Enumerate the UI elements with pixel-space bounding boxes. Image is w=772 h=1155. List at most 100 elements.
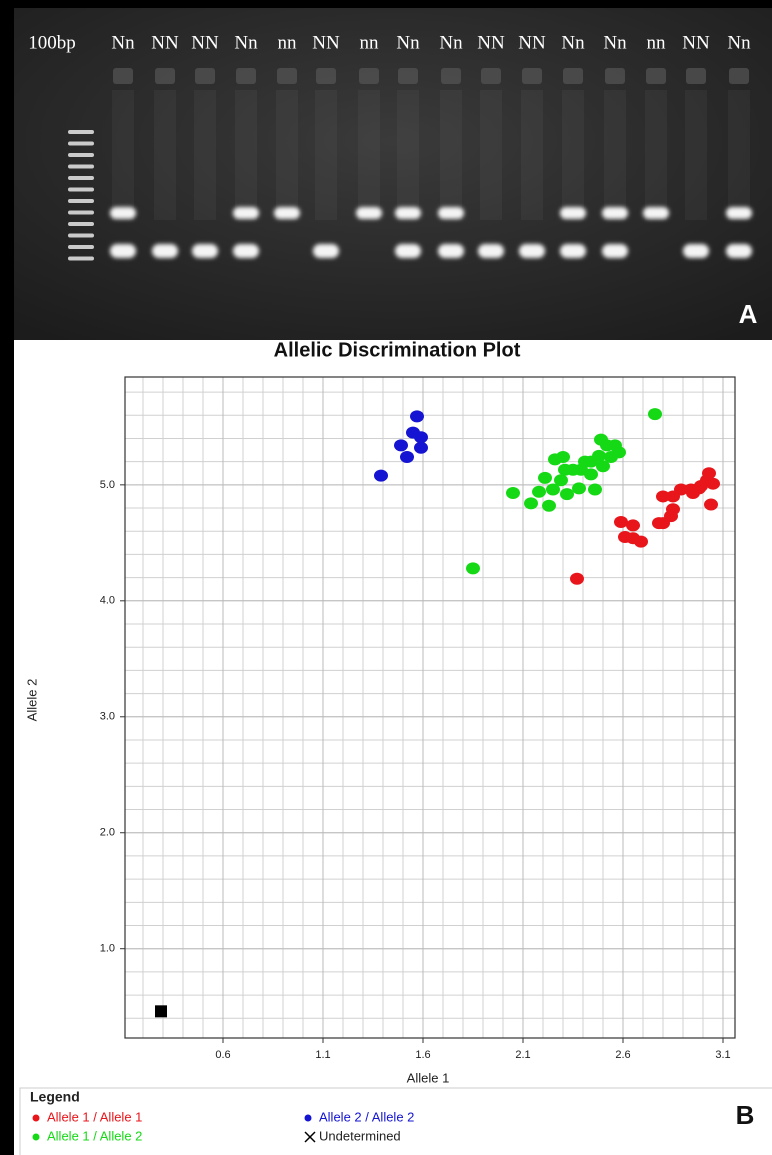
y-tick-label: 2.0: [100, 827, 115, 839]
ladder-band: [68, 211, 94, 215]
point: [614, 516, 628, 528]
point: [556, 451, 570, 463]
point: [466, 562, 480, 574]
point: [584, 456, 598, 468]
lane-label: Nn: [603, 32, 627, 53]
point: [414, 442, 428, 454]
well: [605, 68, 625, 84]
lane-label: Nn: [727, 32, 751, 53]
legend-title: Legend: [30, 1089, 80, 1105]
well: [686, 68, 706, 84]
point: [686, 487, 700, 499]
point: [594, 434, 608, 446]
x-tick-label: 0.6: [215, 1049, 230, 1061]
point: [524, 497, 538, 509]
y-tick-label: 4.0: [100, 595, 115, 607]
lower-band: [602, 244, 628, 258]
smear: [276, 90, 298, 220]
lower-band: [192, 244, 218, 258]
ladder-band: [68, 153, 94, 157]
well: [113, 68, 133, 84]
well: [522, 68, 542, 84]
legend-marker: [33, 1134, 40, 1141]
smear: [645, 90, 667, 220]
lane-label: NN: [312, 32, 340, 53]
smear: [112, 90, 134, 220]
lane-label: Nn: [396, 32, 420, 53]
ladder-band: [68, 257, 94, 261]
legend-label: Allele 1 / Allele 1: [47, 1109, 142, 1124]
lower-band: [726, 244, 752, 258]
upper-band: [274, 207, 300, 219]
ladder-band: [68, 165, 94, 169]
lower-band: [233, 244, 259, 258]
well: [563, 68, 583, 84]
legend-label: Allele 2 / Allele 2: [319, 1109, 414, 1124]
point: [612, 446, 626, 458]
point: [626, 519, 640, 531]
legend-label: Undetermined: [319, 1128, 401, 1143]
legend-marker: [33, 1115, 40, 1122]
lower-band: [152, 244, 178, 258]
point: [634, 536, 648, 548]
well: [481, 68, 501, 84]
smear: [480, 90, 502, 220]
upper-band: [560, 207, 586, 219]
lane-label: Nn: [234, 32, 258, 53]
panel-label: B: [736, 1100, 755, 1130]
lane-label: Nn: [111, 32, 135, 53]
point: [506, 487, 520, 499]
smear: [728, 90, 750, 220]
well: [646, 68, 666, 84]
lane-label: Nn: [439, 32, 463, 53]
point: [538, 472, 552, 484]
chart-title: Allelic Discrimination Plot: [274, 339, 521, 361]
smear: [358, 90, 380, 220]
ladder-band: [68, 188, 94, 192]
well: [236, 68, 256, 84]
point: [542, 500, 556, 512]
ladder-band: [68, 142, 94, 146]
panel-label: A: [739, 299, 758, 329]
point: [558, 464, 572, 476]
lane-label: nn: [647, 32, 667, 53]
smear: [194, 90, 216, 220]
point: [410, 410, 424, 422]
point: [554, 474, 568, 486]
page: {"gel": {"lanes": ["100bp", "Nn", "NN", …: [0, 0, 772, 1155]
smear: [562, 90, 584, 220]
smear: [521, 90, 543, 220]
smear: [685, 90, 707, 220]
lane-label: NN: [191, 32, 219, 53]
upper-band: [110, 207, 136, 219]
smear: [604, 90, 626, 220]
lane-label: nn: [278, 32, 298, 53]
x-tick-label: 2.1: [515, 1049, 530, 1061]
lane-label: NN: [518, 32, 546, 53]
upper-band: [356, 207, 382, 219]
legend-marker: [305, 1115, 312, 1122]
well: [195, 68, 215, 84]
point: [570, 573, 584, 585]
lane-label: 100bp: [28, 32, 76, 53]
point: [155, 1005, 167, 1017]
x-tick-label: 2.6: [615, 1049, 630, 1061]
upper-band: [438, 207, 464, 219]
lane-label: NN: [477, 32, 505, 53]
smear: [440, 90, 462, 220]
lower-band: [683, 244, 709, 258]
upper-band: [643, 207, 669, 219]
point: [414, 431, 428, 443]
y-tick-label: 3.0: [100, 711, 115, 723]
legend-label: Allele 1 / Allele 2: [47, 1128, 142, 1143]
lower-band: [519, 244, 545, 258]
ladder-band: [68, 234, 94, 238]
lane-label: NN: [151, 32, 179, 53]
lower-band: [110, 244, 136, 258]
point: [588, 483, 602, 495]
well: [155, 68, 175, 84]
smear: [235, 90, 257, 220]
well: [316, 68, 336, 84]
point: [706, 478, 720, 490]
well: [277, 68, 297, 84]
